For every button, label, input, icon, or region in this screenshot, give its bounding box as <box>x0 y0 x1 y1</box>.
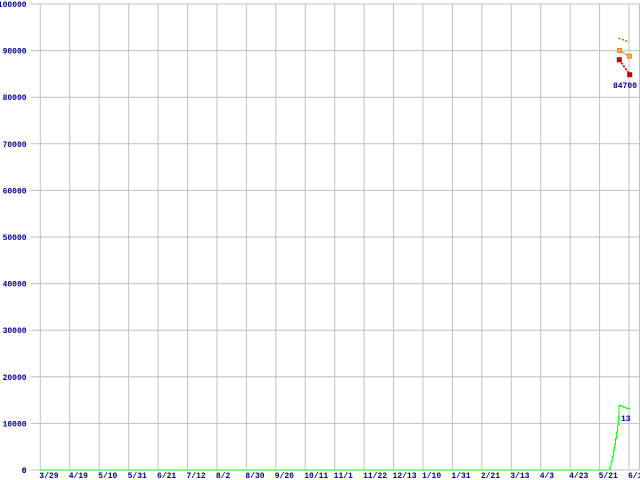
svg-text:6/21: 6/21 <box>157 472 176 480</box>
svg-text:8/2: 8/2 <box>216 472 231 480</box>
svg-text:10000: 10000 <box>3 420 27 429</box>
svg-text:6/11: 6/11 <box>628 472 640 480</box>
svg-text:8/30: 8/30 <box>245 472 264 480</box>
svg-text:4/3: 4/3 <box>540 472 555 480</box>
svg-text:80000: 80000 <box>3 94 27 103</box>
svg-text:12/13: 12/13 <box>393 472 417 480</box>
svg-text:7/12: 7/12 <box>186 472 205 480</box>
svg-text:11/22: 11/22 <box>363 472 387 480</box>
svg-text:2/21: 2/21 <box>481 472 500 480</box>
svg-text:3/29: 3/29 <box>39 472 58 480</box>
svg-text:9/20: 9/20 <box>275 472 294 480</box>
svg-text:3/13: 3/13 <box>510 472 529 480</box>
svg-text:1/31: 1/31 <box>451 472 470 480</box>
svg-text:13: 13 <box>621 415 631 424</box>
svg-text:4/19: 4/19 <box>69 472 88 480</box>
svg-text:84700: 84700 <box>613 82 637 91</box>
svg-text:30000: 30000 <box>3 327 27 336</box>
svg-text:10/11: 10/11 <box>304 472 328 480</box>
svg-text:20000: 20000 <box>3 374 27 383</box>
svg-text:5/21: 5/21 <box>599 472 618 480</box>
svg-text:5/10: 5/10 <box>98 472 117 480</box>
svg-text:1/10: 1/10 <box>422 472 441 480</box>
svg-text:4/23: 4/23 <box>569 472 588 480</box>
svg-text:60000: 60000 <box>3 187 27 196</box>
svg-text:70000: 70000 <box>3 141 27 150</box>
svg-text:50000: 50000 <box>3 234 27 243</box>
svg-text:100000: 100000 <box>0 1 27 10</box>
svg-text:0: 0 <box>22 467 27 476</box>
svg-text:90000: 90000 <box>3 48 27 57</box>
svg-text:11/1: 11/1 <box>334 472 353 480</box>
svg-text:40000: 40000 <box>3 281 27 290</box>
svg-text:5/31: 5/31 <box>128 472 147 480</box>
